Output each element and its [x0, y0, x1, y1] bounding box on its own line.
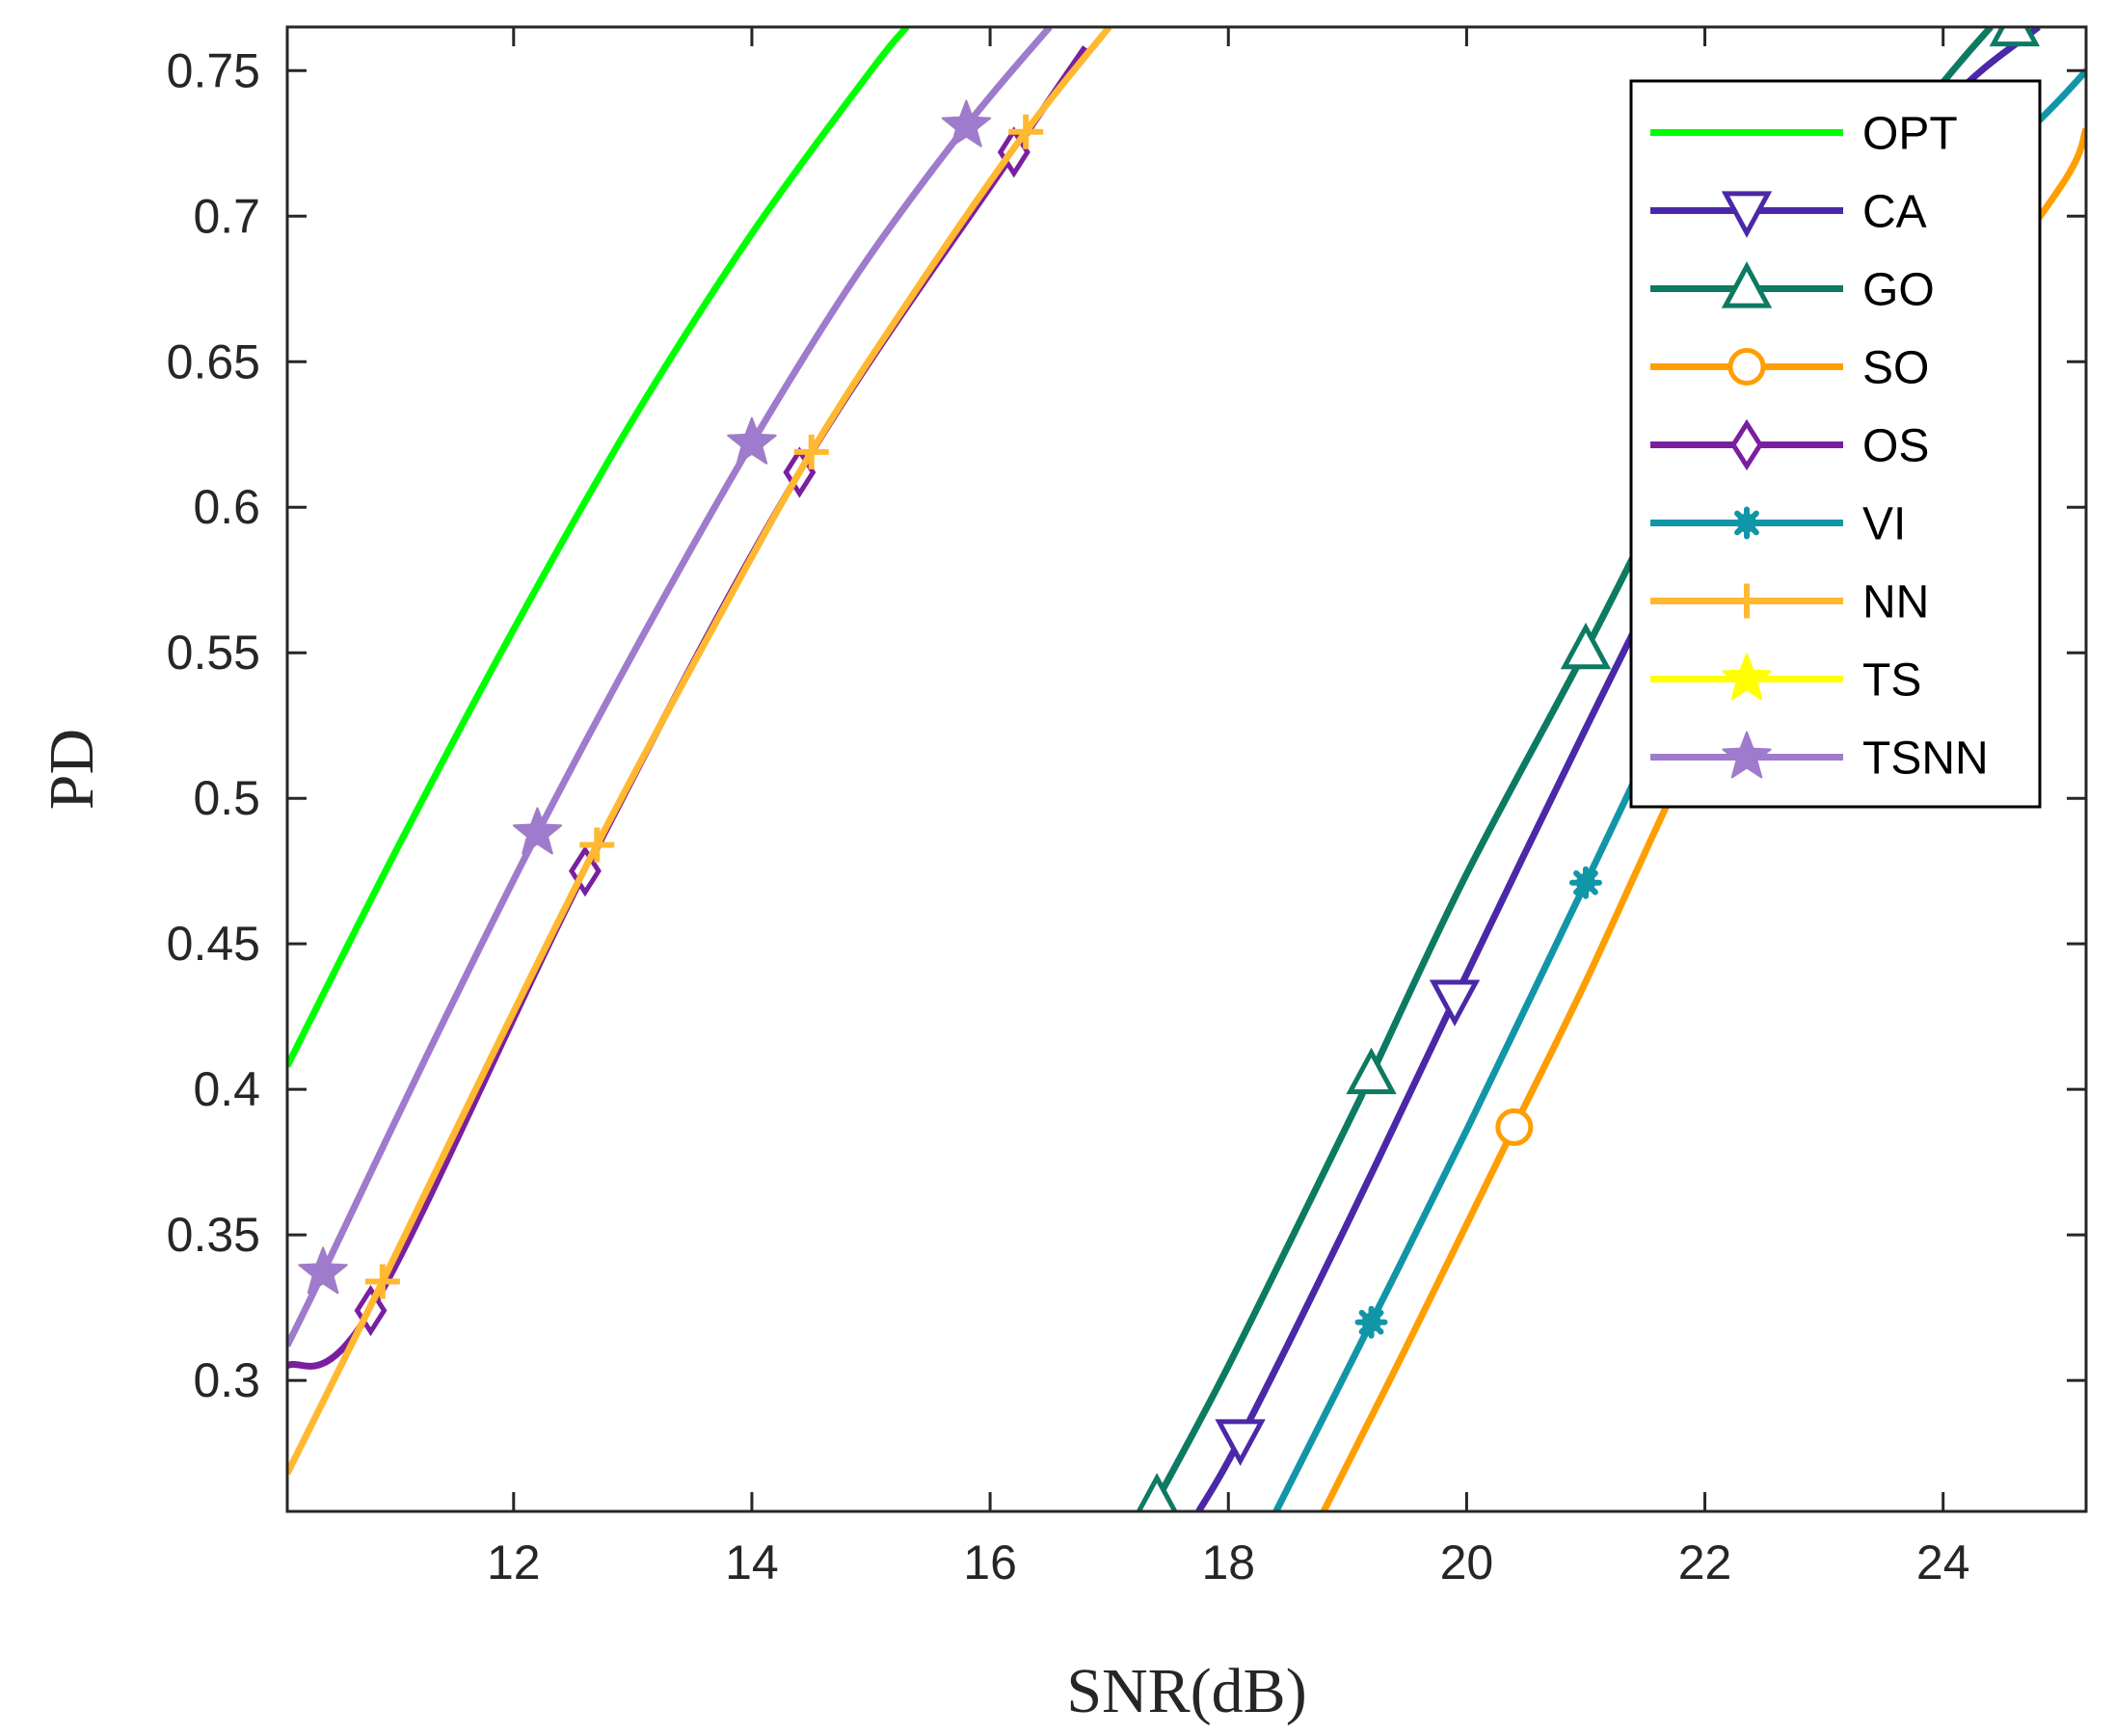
legend-entry-so: SO [1650, 343, 1929, 394]
legend-marker-ts [1722, 653, 1772, 701]
x-axis-label: SNR(dB) [1066, 1656, 1306, 1726]
legend-marker-tsnn [1722, 731, 1772, 779]
legend-marker-nn [1729, 583, 1764, 619]
legend-label-ts: TS [1862, 655, 1921, 707]
series-line-tsnn [287, 27, 1053, 1348]
marker-nn-2 [793, 434, 829, 469]
legend-marker-so [1727, 348, 1766, 386]
y-tick-label-2: 0.4 [193, 1062, 260, 1116]
legend-label-opt: OPT [1862, 109, 1958, 160]
legend-label-os: OS [1862, 421, 1929, 472]
x-tick-label-3: 18 [1201, 1536, 1255, 1589]
x-tick-label-5: 22 [1678, 1536, 1732, 1589]
legend-label-tsnn: TSNN [1862, 734, 1989, 785]
series-line-nn [287, 27, 1112, 1476]
legend-label-nn: NN [1862, 577, 1929, 628]
y-tick-label-7: 0.65 [167, 334, 260, 388]
marker-go-4 [1989, 27, 2041, 47]
legend-entry-vi: VI [1650, 499, 1906, 550]
marker-nn-3 [1008, 114, 1044, 149]
legend-entry-tsnn: TSNN [1650, 731, 1989, 785]
x-tick-label-0: 12 [487, 1536, 541, 1589]
y-axis-label: PD [37, 729, 107, 810]
y-tick-label-5: 0.55 [167, 626, 260, 680]
x-tick-label-1: 14 [725, 1536, 779, 1589]
marker-tsnn-3 [941, 99, 992, 147]
legend-label-so: SO [1862, 343, 1929, 394]
y-tick-label-6: 0.6 [193, 480, 260, 534]
series-line-opt [287, 27, 910, 1068]
y-tick-label-9: 0.75 [167, 43, 260, 97]
legend-marker-go [1721, 261, 1773, 308]
legend-label-vi: VI [1862, 499, 1906, 550]
marker-nn-1 [579, 827, 615, 863]
marker-tsnn-0 [298, 1246, 348, 1295]
marker-nn-0 [364, 1264, 400, 1299]
axes-box [285, 25, 2088, 1513]
legend-label-ca: CA [1862, 187, 1927, 238]
legend-entry-nn: NN [1650, 577, 1929, 628]
series-nn [287, 27, 1112, 1476]
y-tick-label-0: 0.3 [193, 1353, 260, 1407]
x-tick-label-2: 16 [963, 1536, 1017, 1589]
legend-entry-go: GO [1650, 261, 1935, 316]
y-tick-label-3: 0.45 [167, 917, 260, 971]
marker-so-0 [1495, 1108, 1534, 1146]
legend-marker-os [1730, 418, 1763, 471]
y-tick-label-1: 0.35 [167, 1208, 260, 1262]
marker-vi-1 [1568, 866, 1602, 899]
marker-vi-0 [1354, 1305, 1388, 1339]
axes-layer: 12 14 16 18 20 22 24 0.3 0.35 0.4 0.45 0.5 0.55 0.6 0.… [167, 25, 2088, 1589]
marker-go-0 [1136, 1473, 1178, 1511]
legend-marker-vi [1730, 506, 1763, 540]
x-tick-label-6: 24 [1916, 1536, 1970, 1589]
marker-ca-0 [1215, 1419, 1266, 1466]
legend: OPT CA GO SO OS VI NN TS TSNN [1629, 79, 2042, 809]
marker-tsnn-1 [512, 807, 563, 855]
legend-label-go: GO [1862, 265, 1935, 316]
marker-ca-1 [1429, 979, 1481, 1027]
legend-marker-ca [1721, 191, 1773, 238]
marker-go-2 [1560, 622, 1612, 670]
legend-entry-ts: TS [1650, 653, 1921, 707]
y-tick-label-4: 0.5 [193, 771, 260, 825]
series-opt [287, 27, 910, 1068]
legend-entry-ca: CA [1650, 187, 1927, 238]
marker-tsnn-2 [727, 416, 777, 465]
y-tick-label-8: 0.7 [193, 189, 260, 243]
x-tick-label-4: 20 [1440, 1536, 1494, 1589]
series-tsnn [287, 27, 1053, 1348]
legend-entry-os: OS [1650, 418, 1929, 472]
marker-go-1 [1346, 1047, 1397, 1095]
legend-entry-opt: OPT [1650, 109, 1958, 160]
